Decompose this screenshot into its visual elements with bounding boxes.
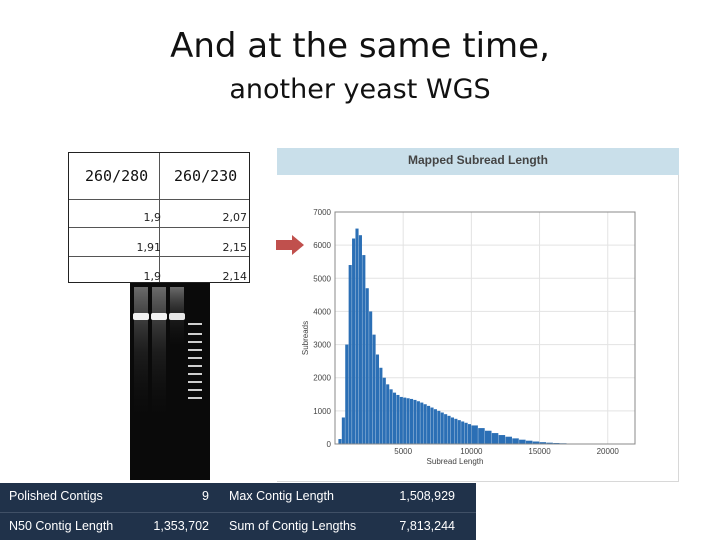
slide-subtitle: another yeast WGS <box>229 74 491 105</box>
header-260-230: 260/230 <box>174 167 238 185</box>
table-cell: 1,91 <box>136 241 162 254</box>
histogram-bar <box>437 410 441 444</box>
histogram-bar <box>525 440 533 444</box>
stat-value: 9 <box>202 489 209 503</box>
y-tick-label: 7000 <box>313 208 331 217</box>
table-divider <box>69 199 249 200</box>
purity-table: 260/280 260/230 1,9 2,07 1,91 2,15 1,9 2… <box>68 152 250 283</box>
stat-label: Sum of Contig Lengths <box>229 519 357 533</box>
histogram-bar <box>345 344 349 444</box>
histogram-bar <box>410 398 414 444</box>
x-axis-label: Subread Length <box>427 457 484 466</box>
histogram-bar <box>532 441 540 444</box>
histogram-bar <box>447 415 451 444</box>
stat-value: 7,813,244 <box>399 519 455 533</box>
arrow-pointer-icon <box>276 235 304 255</box>
histogram-bar <box>539 442 547 444</box>
histogram-bar <box>352 238 356 444</box>
histogram-bar <box>519 439 526 444</box>
chart-title: Mapped Subread Length <box>407 153 548 167</box>
histogram-bar <box>386 384 390 444</box>
histogram-bar <box>498 435 506 444</box>
histogram-bar <box>372 334 376 444</box>
histogram-bar <box>358 235 362 444</box>
table-row: N50 Contig Length 1,353,702 Sum of Conti… <box>0 512 476 540</box>
histogram-bar <box>392 392 397 444</box>
table-cell: 1,9 <box>143 270 162 283</box>
header-260-280: 260/280 <box>85 167 149 185</box>
histogram-bar <box>338 439 342 444</box>
histogram-bar <box>406 398 410 444</box>
y-tick-label: 6000 <box>313 241 331 250</box>
histogram-bar <box>375 354 380 444</box>
histogram-bar <box>403 397 407 444</box>
histogram-bar <box>389 389 393 444</box>
histogram-bar <box>427 405 431 444</box>
histogram-bar <box>379 367 383 444</box>
histogram-bar <box>348 265 352 444</box>
table-divider <box>69 227 249 228</box>
table-row: Polished Contigs 9 Max Contig Length 1,5… <box>0 483 476 511</box>
stat-label: Max Contig Length <box>229 489 334 503</box>
y-tick-label: 3000 <box>313 341 331 350</box>
stat-value: 1,508,929 <box>399 489 455 503</box>
histogram-bar <box>491 433 499 444</box>
histogram-bar <box>433 409 437 444</box>
histogram-bar <box>365 288 369 444</box>
histogram-bar <box>471 425 478 444</box>
histogram-bar <box>467 424 472 444</box>
table-divider <box>159 153 160 282</box>
stat-value: 1,353,702 <box>153 519 209 533</box>
table-divider <box>69 256 249 257</box>
histogram-bar <box>430 407 434 444</box>
histogram-bar <box>382 377 386 444</box>
table-cell: 2,15 <box>222 241 248 254</box>
histogram-bar <box>399 396 403 444</box>
histogram-bar <box>450 417 455 444</box>
histogram-bar <box>485 430 492 444</box>
x-tick-label: 10000 <box>460 447 483 456</box>
slide-title: And at the same time, <box>170 26 550 66</box>
histogram-bar <box>416 401 420 444</box>
histogram-bar <box>341 417 345 444</box>
plot-border <box>334 211 636 445</box>
histogram-bar <box>423 404 427 444</box>
y-tick-label: 2000 <box>313 374 331 383</box>
histogram-bar <box>512 438 519 444</box>
histogram-bar <box>457 420 461 444</box>
y-tick-label: 1000 <box>313 407 331 416</box>
histogram-bar <box>396 394 400 444</box>
histogram-bar <box>444 414 448 444</box>
histogram-bar <box>355 228 359 444</box>
histogram-bar <box>464 422 468 444</box>
histogram-bar <box>413 399 417 444</box>
histogram-bar <box>369 311 373 444</box>
histogram-bar <box>478 428 485 444</box>
x-tick-label: 15000 <box>528 447 551 456</box>
y-axis-label: Subreads <box>301 321 310 355</box>
histogram-bar <box>440 412 444 444</box>
histogram-bar <box>461 421 465 444</box>
y-tick-label: 5000 <box>313 274 331 283</box>
x-tick-label: 20000 <box>597 447 620 456</box>
table-cell: 2,14 <box>222 270 248 283</box>
histogram-bar <box>420 402 424 444</box>
y-tick-label: 4000 <box>313 307 331 316</box>
chart-header: Mapped Subread Length <box>277 148 679 175</box>
x-tick-label: 5000 <box>394 447 412 456</box>
assembly-stats-table: Polished Contigs 9 Max Contig Length 1,5… <box>0 483 476 540</box>
histogram-chart: 0 1000 2000 3000 4000 5000 6000 7000 5000 10000 15… <box>301 208 636 466</box>
stat-label: N50 Contig Length <box>9 519 114 533</box>
histogram-bar <box>362 255 366 444</box>
table-cell: 1,9 <box>143 211 162 224</box>
histogram-bar <box>454 418 458 444</box>
histogram-bar <box>546 442 553 444</box>
table-cell: 2,07 <box>222 211 248 224</box>
y-tick-label: 0 <box>327 440 332 449</box>
histogram-bar <box>505 436 512 444</box>
stat-label: Polished Contigs <box>9 489 103 503</box>
gel-image <box>130 283 210 480</box>
